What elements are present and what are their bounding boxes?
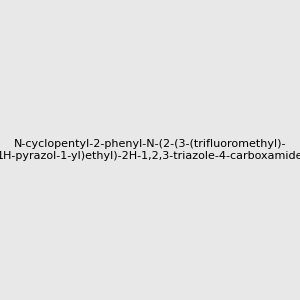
Text: N-cyclopentyl-2-phenyl-N-(2-(3-(trifluoromethyl)-
1H-pyrazol-1-yl)ethyl)-2H-1,2,: N-cyclopentyl-2-phenyl-N-(2-(3-(trifluor… xyxy=(0,139,300,161)
